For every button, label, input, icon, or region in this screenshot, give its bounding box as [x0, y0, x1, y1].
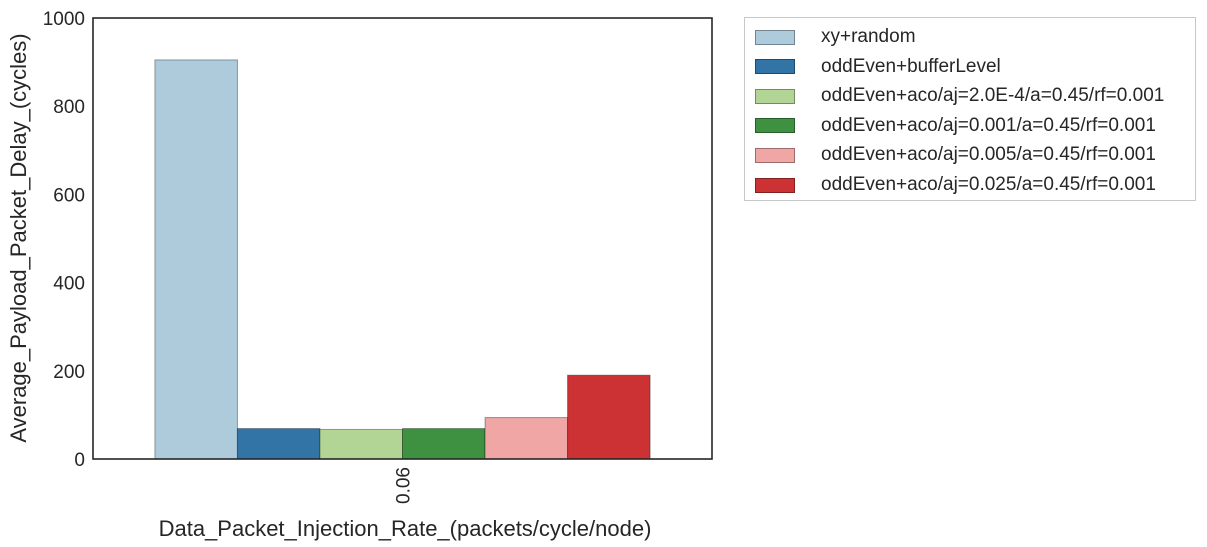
x-tick-labels: 0.06 — [394, 467, 415, 504]
x-axis-label: Data_Packet_Injection_Rate_(packets/cycl… — [159, 516, 652, 541]
x-tick-label: 0.06 — [394, 467, 415, 504]
plot-frame — [92, 17, 713, 460]
legend-label: oddEven+aco/aj=0.025/a=0.45/rf=0.001 — [821, 174, 1156, 195]
legend-item: oddEven+aco/aj=0.005/a=0.45/rf=0.001 — [755, 141, 1156, 169]
legend-item: oddEven+aco/aj=2.0E-4/a=0.45/rf=0.001 — [755, 82, 1164, 110]
legend-label: oddEven+aco/aj=2.0E-4/a=0.45/rf=0.001 — [821, 85, 1165, 107]
bar — [319, 428, 404, 460]
legend-item: oddEven+bufferLevel — [755, 53, 1001, 81]
y-tick-labels: 0 200 400 600 800 1000 — [43, 9, 85, 471]
legend-item: oddEven+aco/aj=0.025/a=0.45/rf=0.001 — [755, 171, 1156, 199]
legend-label: oddEven+aco/aj=0.001/a=0.45/rf=0.001 — [821, 114, 1156, 136]
y-tick-label: 600 — [53, 185, 85, 206]
legend-label: oddEven+aco/aj=0.005/a=0.45/rf=0.001 — [821, 144, 1156, 166]
legend-label: oddEven+bufferLevel — [821, 55, 1001, 77]
bars-group — [154, 59, 651, 460]
legend-item: oddEven+aco/aj=0.001/a=0.45/rf=0.001 — [755, 112, 1156, 140]
legend-swatch — [755, 118, 795, 134]
y-tick-label: 800 — [53, 97, 85, 118]
legend-item: xy+random — [755, 23, 916, 51]
legend-swatch — [755, 147, 795, 163]
legend-swatch — [755, 59, 795, 75]
bar — [154, 59, 238, 460]
legend-label: xy+random — [821, 26, 916, 47]
y-tick-label: 200 — [53, 362, 85, 383]
y-tick-label: 400 — [53, 274, 85, 295]
bar — [402, 428, 486, 460]
y-axis-label: Average_Payload_Packet_Delay_(cycles) — [6, 33, 31, 442]
y-tick-label: 0 — [74, 450, 85, 471]
legend-swatch — [755, 177, 795, 193]
legend-swatch — [755, 29, 795, 45]
legend-swatch — [755, 88, 795, 104]
bar — [236, 428, 321, 460]
legend: xy+random oddEven+bufferLevel oddEven+aco/… — [744, 17, 1196, 201]
y-tick-label: 1000 — [43, 9, 85, 30]
bar — [567, 374, 651, 460]
bar — [484, 417, 569, 460]
